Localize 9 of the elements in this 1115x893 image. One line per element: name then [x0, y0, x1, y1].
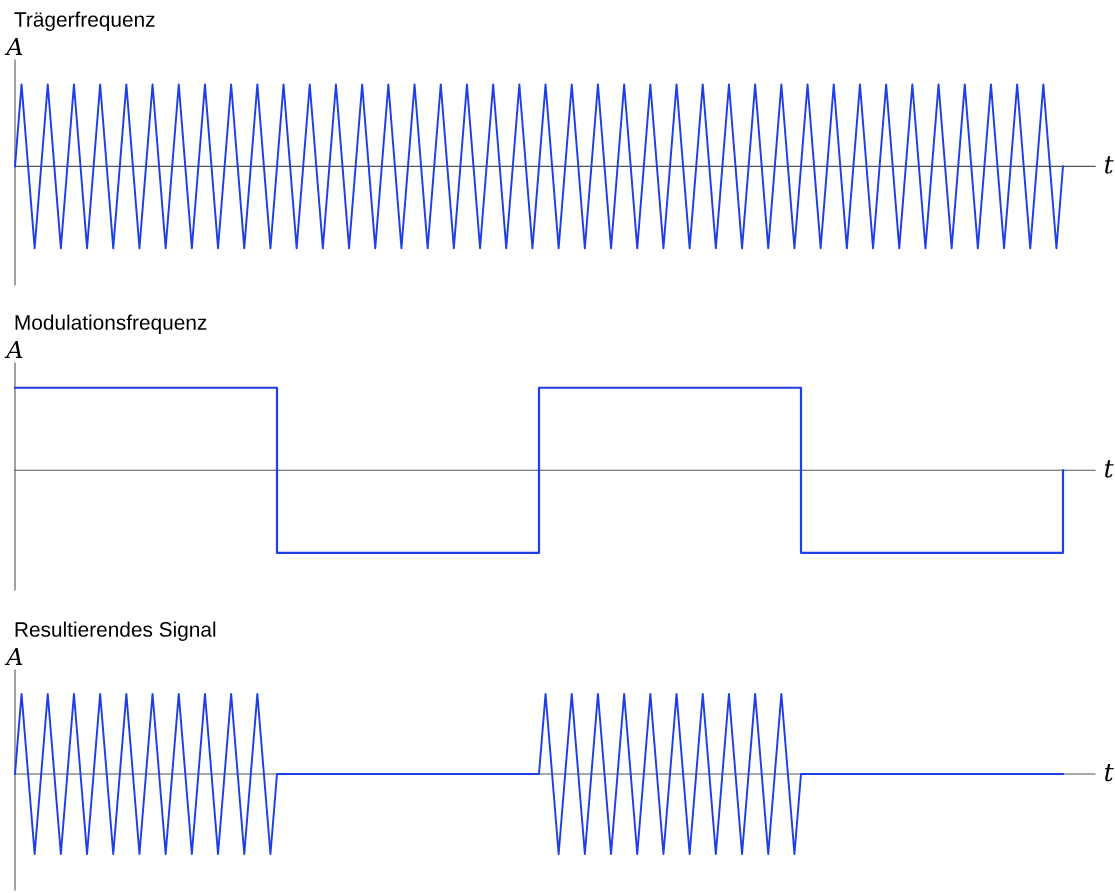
x-axis-title: t: [1105, 763, 1114, 782]
x-axis-title: t: [1105, 460, 1114, 478]
chart-title: Resultierendes Signal: [15, 621, 216, 641]
x-axis-title: t: [1105, 156, 1114, 174]
chart-title: Trägerfrequenz: [14, 11, 155, 31]
y-axis-title: A: [4, 340, 23, 359]
y-axis-title: A: [4, 37, 23, 56]
chart-title: Modulationsfrequenz: [15, 314, 207, 334]
y-axis-title: A: [4, 647, 23, 666]
